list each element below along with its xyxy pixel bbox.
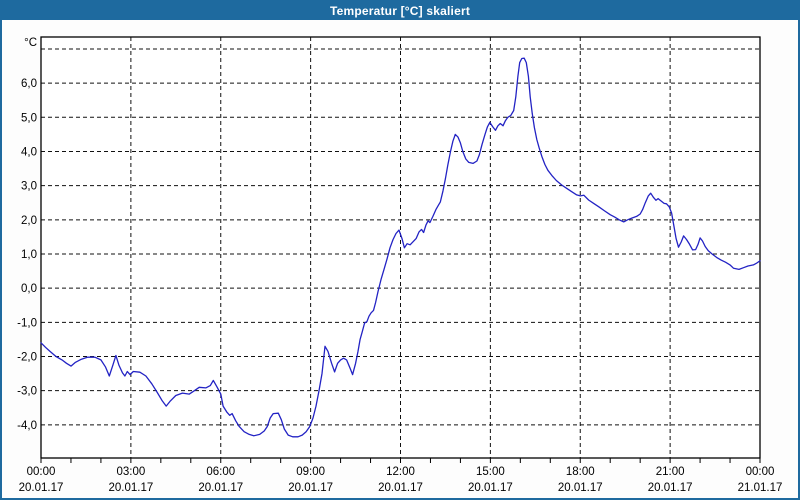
x-tick-time-label: 12:00 (386, 466, 415, 478)
x-tick-date-label: 20.01.17 (378, 482, 423, 494)
y-axis-labels: 6,0 5,0 4,0 3,0 2,0 1,0 0,0 -1,0 -2,0 -3,0 -4,0 °C (17, 37, 37, 432)
y-tick-label: 4,0 (21, 146, 37, 158)
x-tick-date-label: 20.01.17 (558, 482, 603, 494)
y-tick-label: 6,0 (21, 78, 37, 90)
x-tick-time-label: 09:00 (296, 466, 325, 478)
x-tick-date-label: 20.01.17 (648, 482, 693, 494)
x-tick-time-label: 06:00 (206, 466, 235, 478)
y-tick-label: 3,0 (21, 181, 37, 193)
temperature-line (40, 57, 761, 438)
y-tick-label: 2,0 (21, 215, 37, 227)
window-title: Temperatur [°C] skaliert (329, 4, 471, 18)
x-axis-ticks (40, 458, 761, 463)
window-title-bar[interactable]: Temperatur [°C] skaliert (2, 2, 798, 20)
x-tick-date-label: 20.01.17 (198, 482, 243, 494)
x-tick-time-label: 00:00 (746, 466, 775, 478)
y-tick-label: -3,0 (17, 386, 37, 398)
chart-canvas[interactable]: 6,0 5,0 4,0 3,0 2,0 1,0 0,0 -1,0 -2,0 -3,0 -4,0 °C 0… (2, 20, 798, 498)
x-axis-labels: 00:00 20.01.17 03:00 20.01.17 06:00 20.01.17 0… (19, 466, 783, 494)
y-tick-label: -4,0 (17, 420, 37, 432)
x-tick-date-label: 20.01.17 (19, 482, 64, 494)
x-tick-date-label: 20.01.17 (288, 482, 333, 494)
gridlines (41, 37, 760, 458)
y-axis-unit-label: °C (24, 37, 37, 49)
plot-border (40, 36, 761, 459)
y-tick-label: 0,0 (21, 283, 37, 295)
x-tick-date-label: 20.01.17 (468, 482, 513, 494)
x-tick-date-label: 20.01.17 (108, 482, 153, 494)
x-tick-time-label: 21:00 (656, 466, 685, 478)
x-tick-time-label: 00:00 (27, 466, 56, 478)
x-tick-time-label: 18:00 (566, 466, 595, 478)
y-tick-label: -2,0 (17, 352, 37, 364)
x-tick-time-label: 15:00 (476, 466, 505, 478)
y-tick-label: 1,0 (21, 249, 37, 261)
y-tick-label: -1,0 (17, 317, 37, 329)
temperature-chart[interactable]: 6,0 5,0 4,0 3,0 2,0 1,0 0,0 -1,0 -2,0 -3,0 -4,0 °C 0… (2, 20, 798, 498)
x-tick-time-label: 03:00 (116, 466, 145, 478)
y-tick-label: 5,0 (21, 112, 37, 124)
x-tick-date-label: 21.01.17 (738, 482, 783, 494)
